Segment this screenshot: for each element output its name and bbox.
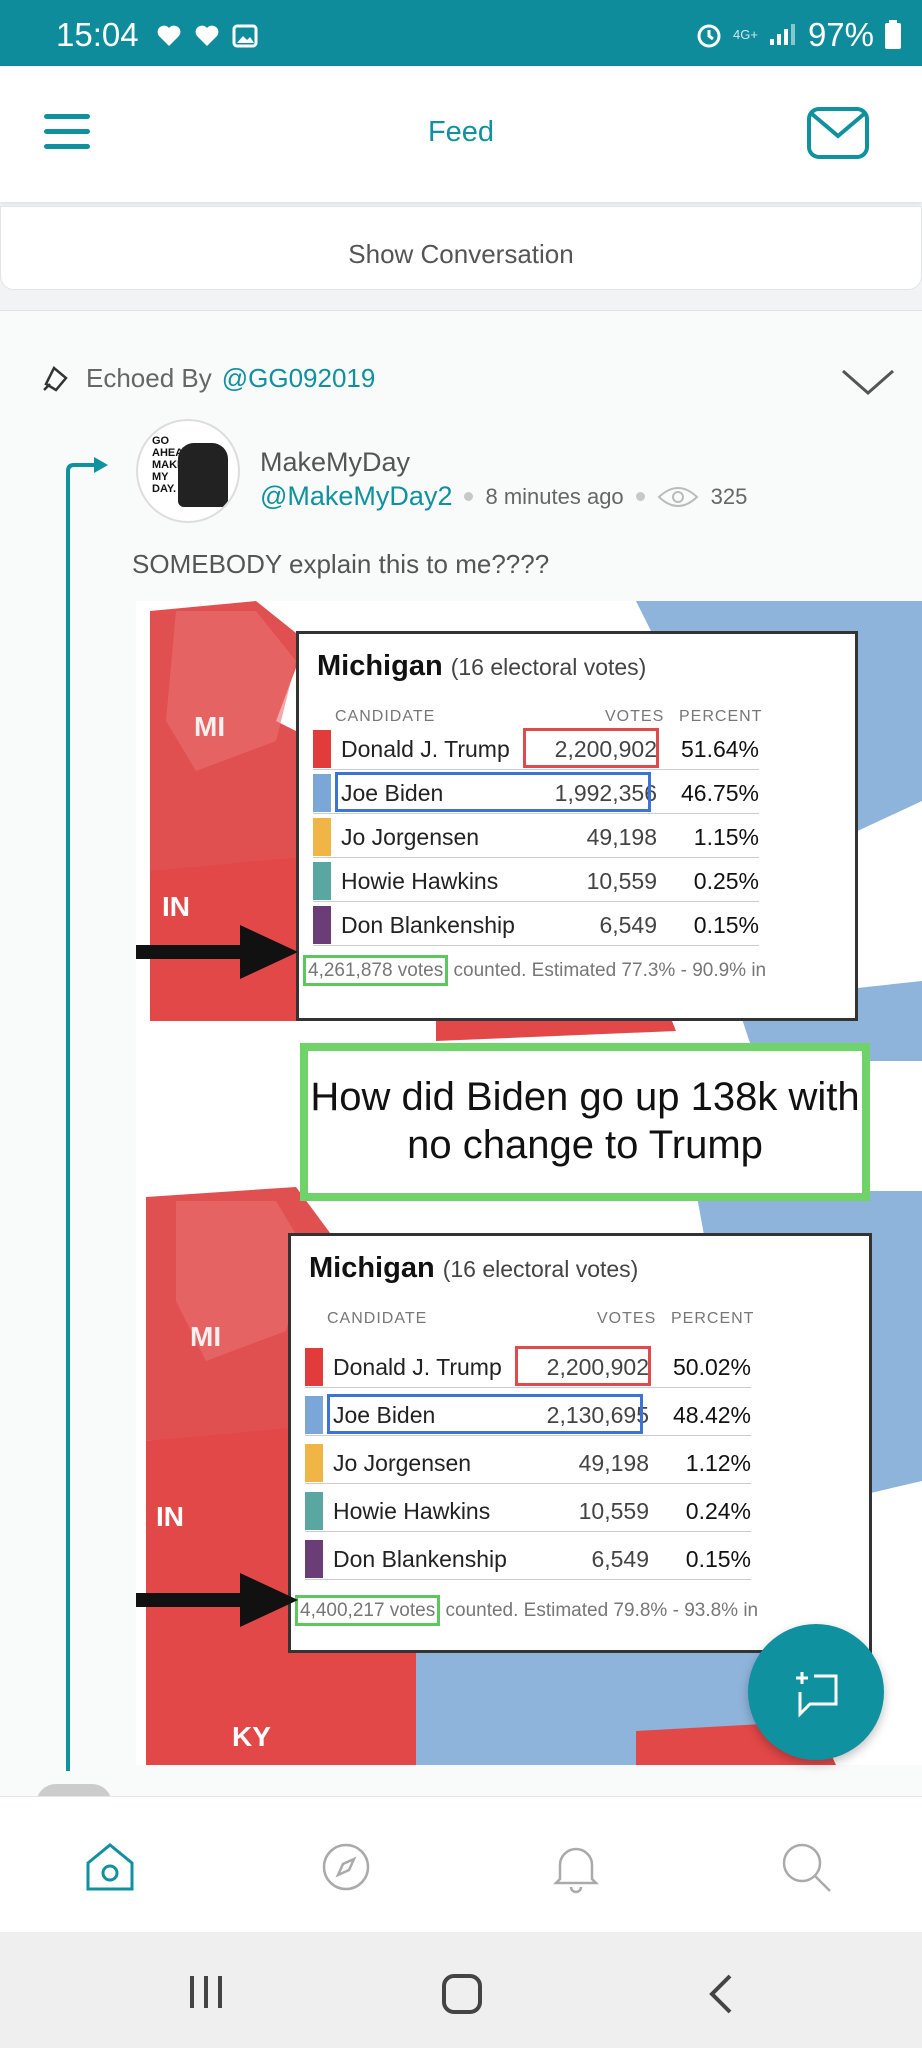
status-right: 4G+ 97% [695,18,902,51]
app-bar: Feed [0,66,922,202]
post-time: 8 minutes ago [485,483,624,509]
back-icon[interactable] [706,1972,736,2016]
table-heading: Michigan (16 electoral votes) [317,650,647,682]
status-notification-icons [156,24,258,48]
compose-button[interactable] [748,1624,884,1760]
map-label-in: IN [162,891,190,922]
signal-icon [769,23,795,45]
meta-separator [464,492,474,501]
map-label-mi: MI [190,1321,222,1352]
echo-icon [43,365,68,392]
table-row: Jo Jorgensen 49,198 1.15% [313,816,759,858]
home-icon[interactable] [80,1837,140,1897]
table-row: Donald J. Trump 2,200,902 50.02% [305,1346,751,1388]
bottom-nav [0,1796,922,1932]
thread-line [66,471,70,1771]
table-row: Howie Hawkins 10,559 0.24% [305,1490,751,1532]
results-table-before: Michigan (16 electoral votes) CANDIDATE … [296,631,858,1021]
table-row: Don Blankenship 6,549 0.15% [313,904,759,946]
bell-icon[interactable] [546,1837,606,1897]
hamburger-icon[interactable] [44,114,90,154]
compose-icon [796,1672,838,1718]
table-row: Joe Biden 1,992,356 46.75% [313,772,759,814]
avatar[interactable]: GO AHEAD. MAKE MY DAY. [136,419,240,523]
question-box: How did Biden go up 138k with no change … [300,1043,870,1201]
show-conversation-label: Show Conversation [348,239,574,269]
post-meta: @MakeMyDay2 8 minutes ago 325 [260,481,747,512]
thread-arrow-icon [66,457,108,489]
echo-label: Echoed By [86,363,212,393]
alarm-icon [697,24,721,47]
post-text: SOMEBODY explain this to me???? [132,549,550,579]
echo-user-link[interactable]: @GG092019 [221,363,376,393]
map-label-in: IN [156,1501,184,1532]
battery-icon [885,19,901,49]
table-row: Joe Biden 2,130,695 48.42% [305,1394,751,1436]
map-label-mi: MI [194,711,226,742]
heart-icon [157,25,181,46]
votes-counted: 4,400,217 votes counted. Estimated 79.8%… [295,1595,758,1626]
gallery-icon [232,24,258,48]
home-circle-icon[interactable] [440,1972,484,2016]
battery-percent: 97% [807,16,874,53]
table-row: Jo Jorgensen 49,198 1.12% [305,1442,751,1484]
map-label-ky: KY [232,1721,271,1752]
eye-icon [657,486,699,507]
explore-icon[interactable] [316,1837,376,1897]
avatar-figure [178,443,228,507]
show-conversation-button[interactable]: Show Conversation [0,206,922,290]
page-title: Feed [427,116,495,148]
author-name[interactable]: MakeMyDay [260,447,411,477]
status-bar: 15:04 4G+ 97% [0,0,922,66]
votes-counted: 4,261,878 votes counted. Estimated 77.3%… [303,955,766,986]
arrow-icon [136,1573,298,1627]
author-handle[interactable]: @MakeMyDay2 [260,481,453,511]
search-icon[interactable] [776,1837,836,1897]
recents-icon[interactable] [186,1972,226,2012]
meta-separator [635,492,645,501]
envelope-icon[interactable] [806,106,870,160]
post-card: Echoed By @GG092019 GO AHEAD. MAKE MY DAY. … [0,310,922,1800]
arrow-icon [136,925,298,979]
table-heading: Michigan (16 electoral votes) [309,1252,639,1284]
table-columns: CANDIDATE VOTES PERCENT [327,1310,755,1327]
heart-icon [195,25,219,46]
table-row: Donald J. Trump 2,200,902 51.64% [313,728,759,770]
table-columns: CANDIDATE VOTES PERCENT [335,708,763,725]
table-row: Don Blankenship 6,549 0.15% [305,1538,751,1580]
status-time: 15:04 [56,16,139,53]
view-count: 325 [710,483,748,509]
system-nav [0,1932,922,2048]
network-type: 4G+ [733,27,758,42]
results-table-after: Michigan (16 electoral votes) CANDIDATE … [288,1233,872,1653]
table-row: Howie Hawkins 10,559 0.25% [313,860,759,902]
chevron-down-icon[interactable] [840,367,896,399]
post-image[interactable]: MI IN WV MI IN VA KY Michigan (16 electo… [136,601,922,1765]
echo-row: Echoed By @GG092019 [40,363,375,394]
